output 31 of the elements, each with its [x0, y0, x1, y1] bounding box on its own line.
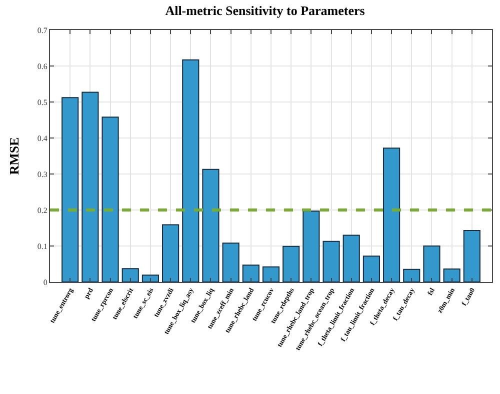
y-tick-label: 0.2	[37, 206, 48, 215]
bar	[403, 268, 420, 282]
bar	[322, 240, 340, 282]
y-tick-label: 0.7	[37, 26, 48, 35]
y-axis-title: RMSE	[6, 137, 22, 175]
y-tick-label: 0.5	[37, 98, 48, 107]
bar	[342, 234, 360, 282]
y-tick-label: 0.4	[37, 134, 48, 143]
bar	[262, 266, 280, 282]
bar	[62, 97, 79, 282]
bar	[182, 59, 200, 282]
bar	[202, 168, 220, 282]
bar	[463, 230, 480, 282]
y-tick-label: 0.3	[37, 170, 48, 179]
bar	[302, 210, 320, 282]
bar	[282, 246, 300, 282]
bar	[423, 246, 440, 282]
y-tick-label: 0.6	[37, 62, 48, 71]
y-tick-label: 0	[43, 278, 48, 287]
bar	[242, 264, 260, 282]
y-tick-label: 0.1	[37, 242, 48, 251]
bar	[142, 274, 159, 282]
bar	[82, 92, 99, 282]
bar	[383, 148, 400, 282]
chart-title: All-metric Sensitivity to Parameters	[165, 3, 365, 18]
bar	[362, 256, 380, 282]
bar	[162, 224, 180, 282]
bar	[222, 242, 240, 282]
bar	[122, 268, 139, 282]
bar	[443, 268, 460, 282]
bar	[102, 116, 119, 282]
